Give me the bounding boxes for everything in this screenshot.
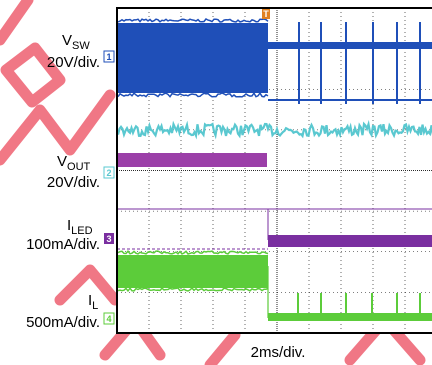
ch2-name-label: VOUT [57,153,91,173]
ch3-name-label: ILED [67,217,93,237]
ch4-marker: 4 [103,312,115,325]
watermark-stroke [0,0,34,46]
ch2-vout-band [118,153,267,167]
svg-text:1: 1 [106,52,111,62]
ch2-scale-label: 20V/div. [47,174,100,191]
ch1-marker: 1 [103,50,115,63]
svg-text:T: T [263,9,269,19]
ch4-baseline [268,313,432,321]
traces [116,18,432,321]
ch1-baseline-high [268,42,432,49]
watermark-stroke [54,264,121,306]
ch3-marker: 3 [104,233,114,244]
ch1-band-bottom-edge [117,91,269,98]
ch2-marker: 2 [103,166,115,179]
svg-text:3: 3 [106,234,111,244]
ch4-inductor-band [118,255,268,288]
watermark-stroke [0,42,66,108]
ch4-scale-label: 500mA/div. [26,314,100,331]
watermark-stroke [0,89,116,166]
ch1-switching-band [118,23,268,93]
ch4-name-label: IL [88,292,98,312]
ch1-band-top-edge [117,18,269,23]
watermark-stroke [204,329,241,365]
svg-text:2: 2 [106,168,111,178]
ch1-name-label: VSW [62,32,90,52]
timebase-label: 2ms/div. [251,344,306,361]
ch4-band-bottom-edge [117,286,269,293]
plot-frame [116,7,432,334]
ch1-scale-label: 20V/div. [47,54,100,71]
ch3-led-band [268,235,432,247]
ch3-scale-label: 100mA/div. [26,236,100,253]
ch4-band-top-edge [117,250,269,255]
ch2-cyan-trace [116,119,432,140]
trigger-marker: T [262,9,270,19]
svg-text:4: 4 [106,314,111,324]
